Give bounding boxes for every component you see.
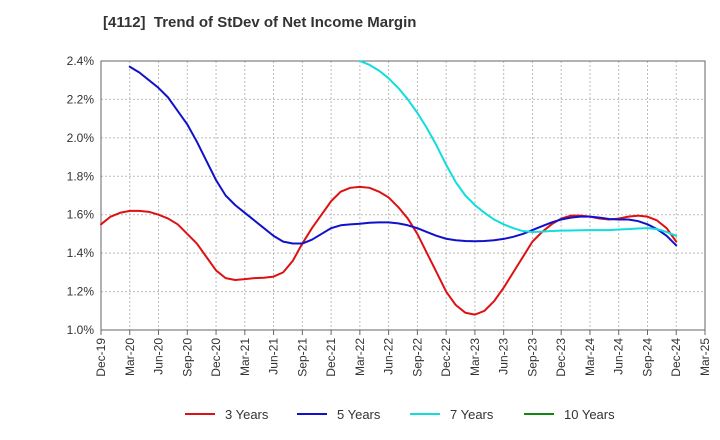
legend: 3 Years 5 Years 7 Years 10 Years — [185, 407, 615, 422]
legend-label-5-years: 5 Years — [337, 407, 381, 422]
y-tick-label: 1.8% — [67, 169, 95, 183]
x-tick-label: Mar-20 — [123, 338, 137, 376]
x-tick-label: Sep-20 — [180, 338, 194, 377]
x-tick-label: Sep-22 — [410, 338, 424, 377]
chart-title: [4112] Trend of StDev of Net Income Marg… — [103, 14, 417, 31]
x-tick-label: Jun-20 — [152, 338, 166, 375]
series-line-7-years — [358, 60, 678, 237]
y-tick-label: 2.0% — [67, 131, 95, 145]
x-tick-label: Dec-24 — [669, 338, 683, 377]
x-tick-label: Jun-24 — [612, 338, 626, 375]
series-lines — [100, 60, 678, 316]
x-tick-label: Mar-25 — [698, 338, 712, 376]
x-tick-label: Mar-23 — [468, 338, 482, 376]
x-tick-label: Jun-21 — [267, 338, 281, 375]
y-tick-label: 1.6% — [67, 208, 95, 222]
x-tick-label: Dec-22 — [439, 338, 453, 377]
series-line-5-years — [128, 65, 678, 247]
plot-frame — [100, 60, 706, 331]
x-tick-label: Dec-19 — [94, 338, 108, 377]
y-tick-label: 1.2% — [67, 285, 95, 299]
y-tick-label: 2.4% — [67, 54, 95, 68]
x-tick-label: Jun-23 — [497, 338, 511, 375]
x-tick-label: Sep-21 — [295, 338, 309, 377]
legend-label-10-years: 10 Years — [564, 407, 615, 422]
x-tick-label: Jun-22 — [382, 338, 396, 375]
x-tick-label: Mar-21 — [238, 338, 252, 376]
legend-label-7-years: 7 Years — [450, 407, 494, 422]
x-tick-label: Mar-24 — [583, 338, 597, 376]
x-tick-label: Sep-23 — [525, 338, 539, 377]
x-tick-label: Dec-20 — [209, 338, 223, 377]
x-tick-label: Dec-23 — [554, 338, 568, 377]
y-tick-label: 1.0% — [67, 323, 95, 337]
x-tick-label: Mar-22 — [353, 338, 367, 376]
x-tick-label: Dec-21 — [324, 338, 338, 377]
legend-label-3-years: 3 Years — [225, 407, 269, 422]
y-tick-label: 1.4% — [67, 246, 95, 260]
plot-area — [101, 61, 705, 330]
x-tick-label: Sep-24 — [640, 338, 654, 377]
axes: 1.0% 1.2% 1.4% 1.6% 1.8% 2.0% 2.2% 2.4% Dec-19 Ma… — [67, 54, 712, 377]
y-tick-label: 2.2% — [67, 92, 95, 106]
